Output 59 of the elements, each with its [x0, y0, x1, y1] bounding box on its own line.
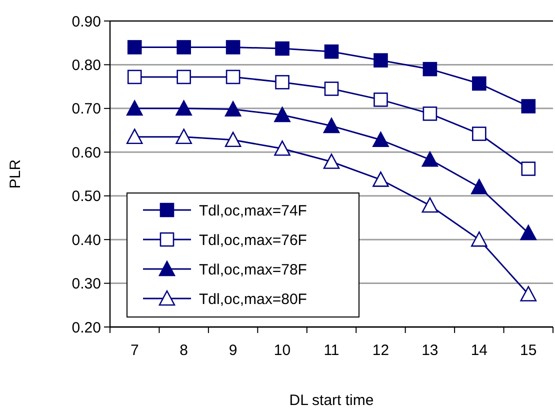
- point: [324, 44, 339, 59]
- point: [127, 70, 142, 84]
- point: [274, 106, 290, 122]
- x-tick-label: 8: [180, 342, 188, 359]
- x-tick-label: 10: [274, 342, 291, 359]
- point: [323, 154, 340, 169]
- legend-label: Tdl,oc,max=74F: [199, 202, 307, 220]
- legend-label: Tdl,oc,max=76F: [199, 232, 307, 249]
- point: [374, 92, 388, 107]
- legend-label: Tdl,oc,max=80F: [199, 290, 307, 308]
- point: [472, 126, 486, 141]
- point: [471, 178, 488, 194]
- point: [126, 128, 143, 144]
- point: [275, 41, 290, 56]
- point: [176, 100, 192, 116]
- point: [372, 172, 389, 187]
- legend-label: Tdl,oc,max=78F: [199, 261, 307, 278]
- y-tick-label: 0.70: [72, 100, 101, 118]
- x-tick-label: 11: [324, 342, 340, 359]
- point: [374, 53, 388, 68]
- point: [422, 106, 438, 121]
- y-tick-label: 0.40: [72, 232, 101, 249]
- x-tick-label: 7: [130, 342, 139, 359]
- y-tick-label: 0.90: [72, 13, 101, 30]
- y-axis-title: PLR: [7, 159, 24, 189]
- y-tick-label: 0.50: [72, 188, 101, 206]
- point: [127, 40, 142, 54]
- point: [323, 118, 340, 134]
- x-tick-label: 14: [470, 342, 488, 359]
- point: [224, 132, 242, 148]
- y-tick-label: 0.30: [72, 276, 101, 293]
- y-tick-label: 0.80: [72, 56, 101, 74]
- point: [176, 40, 191, 54]
- point: [226, 40, 240, 54]
- point: [521, 162, 536, 176]
- point: [521, 99, 536, 114]
- x-tick-label: 13: [422, 342, 438, 359]
- point: [176, 70, 191, 84]
- point: [224, 101, 242, 116]
- point: [324, 82, 339, 96]
- point: [520, 286, 537, 302]
- y-tick-label: 0.60: [72, 144, 101, 162]
- point: [275, 75, 290, 90]
- point: [422, 197, 438, 213]
- point: [520, 224, 537, 240]
- point: [372, 132, 389, 148]
- point: [472, 76, 486, 91]
- x-tick-label: 9: [228, 342, 238, 359]
- point: [274, 140, 290, 156]
- point: [471, 231, 488, 247]
- point: [176, 128, 192, 144]
- point: [422, 62, 438, 76]
- y-tick-label: 0.20: [72, 319, 101, 336]
- point: [226, 70, 240, 84]
- x-axis-title: DL start time: [289, 392, 374, 409]
- x-tick-label: 15: [520, 342, 537, 359]
- x-tick-label: 12: [372, 342, 390, 359]
- point: [126, 100, 143, 116]
- point: [422, 151, 438, 167]
